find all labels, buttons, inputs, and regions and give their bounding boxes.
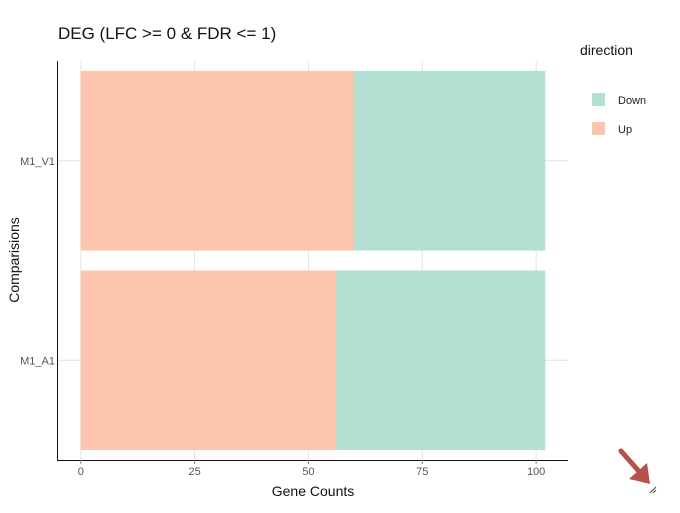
- x-tick-label: 75: [416, 466, 428, 478]
- resize-arrow-icon: [618, 448, 657, 494]
- resize-handle[interactable]: [616, 446, 660, 496]
- legend-key-down: [592, 93, 605, 106]
- y-axis-title: Comparisions: [6, 217, 22, 303]
- legend-label-down: Down: [618, 95, 646, 107]
- y-tick-label: M1_A1: [20, 355, 55, 367]
- bar-up-m1_v1: [80, 70, 354, 251]
- x-axis-title: Gene Counts: [272, 483, 355, 499]
- legend-key-up: [592, 122, 605, 135]
- y-axis-ticks: M1_V1 M1_A1: [20, 156, 55, 368]
- x-tick-label: 0: [78, 466, 84, 478]
- bar-down-m1_v1: [353, 70, 546, 251]
- x-axis-ticks: 0 25 50 75 100: [78, 460, 545, 478]
- bars: [80, 70, 546, 451]
- legend-label-up: Up: [618, 124, 632, 136]
- legend: direction Down Up: [580, 42, 646, 136]
- y-tick-label: M1_V1: [20, 156, 55, 168]
- chart-title: DEG (LFC >= 0 & FDR <= 1): [58, 24, 276, 43]
- bar-up-m1_a1: [80, 270, 336, 451]
- x-tick-label: 25: [188, 466, 200, 478]
- resize-grip-icon: [649, 486, 657, 494]
- x-tick-label: 100: [527, 466, 545, 478]
- legend-title: direction: [580, 42, 633, 58]
- x-tick-label: 50: [302, 466, 314, 478]
- bar-down-m1_a1: [335, 270, 546, 451]
